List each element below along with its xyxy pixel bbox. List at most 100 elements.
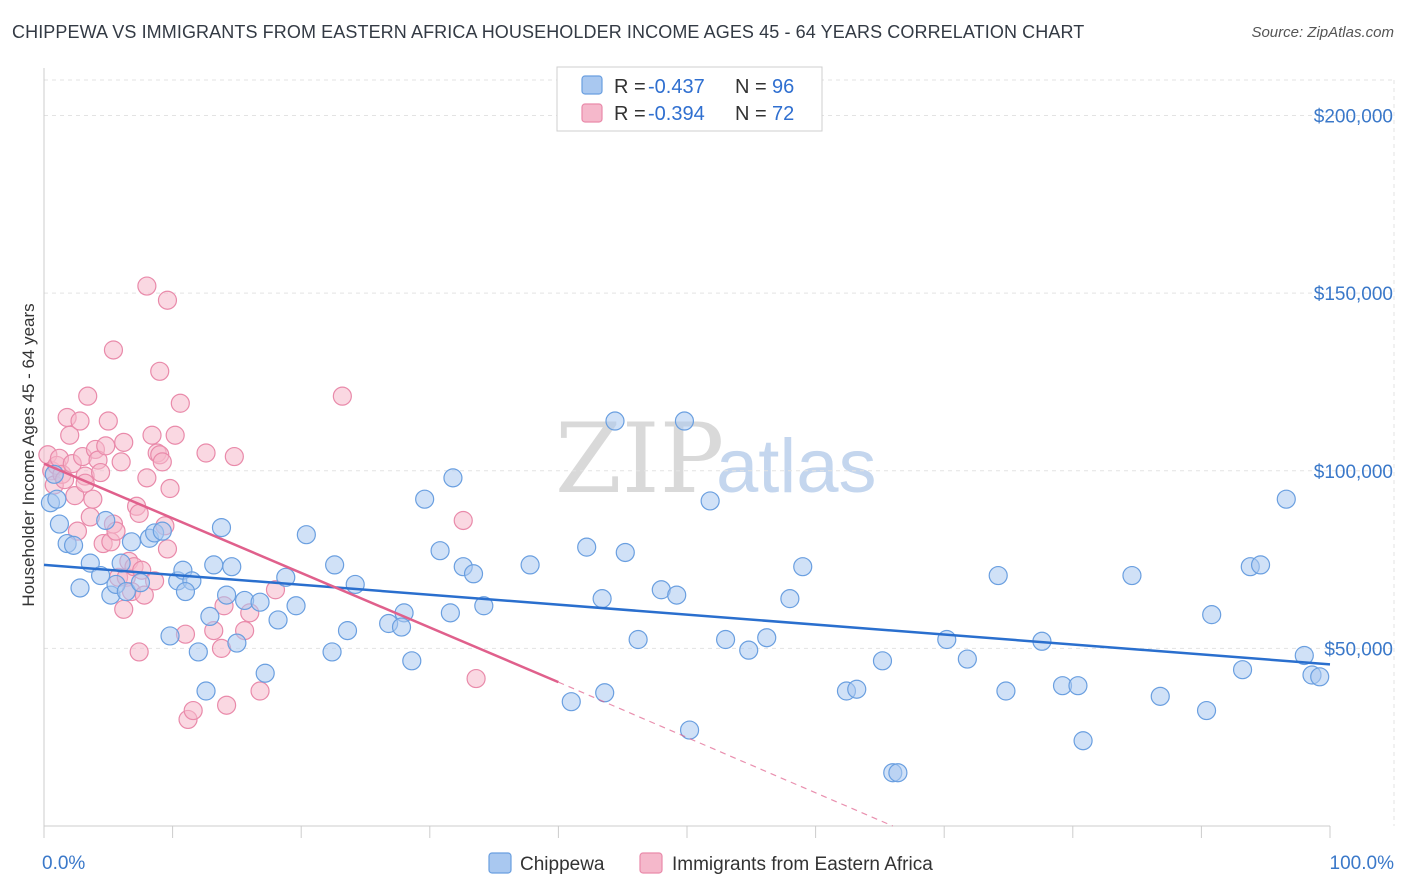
chippewa-point [204, 555, 224, 575]
chippewa-point [463, 564, 484, 584]
eastern-africa-point [224, 446, 244, 467]
chippewa-point [211, 517, 232, 538]
bottom-legend-swatch-chippewa [488, 852, 512, 874]
legend-swatch-chippewa [581, 75, 603, 95]
chippewa-point [888, 763, 908, 783]
chippewa-point [1276, 489, 1296, 509]
chippewa-point [1202, 605, 1222, 625]
chippewa-point [1294, 645, 1314, 666]
chippewa-point [337, 621, 358, 641]
chippewa-point [286, 596, 306, 616]
bottom-legend-label-eastern-africa: Immigrants from Eastern Africa [672, 854, 933, 875]
chippewa-point [276, 567, 296, 587]
eastern-africa-point [217, 695, 237, 715]
chippewa-point [415, 489, 435, 509]
eastern-africa-point [137, 276, 157, 296]
x-tick-labels: 0.0% 100.0% [42, 853, 1394, 874]
chippewa-point [1310, 667, 1330, 687]
series-legend: Chippewa Immigrants from Eastern Africa [488, 852, 933, 875]
eastern-africa-point [183, 700, 203, 721]
chippewa-point [793, 557, 813, 577]
trend-line-chippewa [43, 563, 1331, 666]
eastern-africa-point [150, 361, 170, 381]
chippewa-point [715, 629, 736, 650]
chippewa-point [217, 585, 237, 605]
chippewa-point [111, 553, 131, 573]
watermark-atlas: atlas [716, 424, 877, 509]
legend-swatch-eastern-africa [581, 103, 603, 123]
chippewa-point [250, 592, 270, 612]
eastern-africa-point [332, 386, 352, 406]
chippewa-point [1196, 700, 1217, 721]
chippewa-point [130, 573, 151, 593]
y-tick-labels: $50,000 $100,000 $150,000 $200,000 [1314, 107, 1393, 661]
trend-line-eastern-africa-extension [558, 681, 893, 827]
chippewa-point [520, 555, 540, 575]
eastern-africa-point [142, 425, 162, 445]
chippewa-point [90, 565, 111, 586]
chippewa-point [227, 633, 247, 653]
chippewa-point [443, 468, 463, 488]
chippewa-point [49, 514, 70, 534]
chippewa-point [592, 589, 612, 609]
trend-lines [43, 462, 1331, 827]
source-credit: Source: ZipAtlas.com [1251, 24, 1394, 41]
chippewa-point [577, 537, 597, 557]
chippewa-point [196, 681, 216, 701]
chippewa-point [988, 565, 1008, 586]
eastern-africa-point [65, 486, 85, 506]
eastern-africa-point [96, 436, 116, 456]
y-tick-label: $50,000 [1324, 639, 1393, 660]
eastern-africa-point [170, 393, 190, 413]
eastern-africa-point [160, 478, 180, 499]
eastern-africa-point [453, 510, 473, 531]
chippewa-point [440, 603, 460, 623]
legend-n-value-chippewa: 96 [772, 76, 794, 98]
eastern-africa-point [152, 452, 172, 472]
x-tick-label: 100.0% [1330, 853, 1395, 874]
legend-n-label-eastern-africa: N = [735, 103, 767, 125]
chippewa-point [63, 535, 84, 555]
eastern-africa-point [196, 443, 216, 463]
eastern-africa-point [70, 411, 90, 431]
chippewa-point [674, 411, 695, 431]
chippewa-point [561, 692, 581, 712]
eastern-africa-point [165, 425, 185, 445]
chippewa-point [1122, 565, 1142, 586]
eastern-africa-point [60, 425, 80, 445]
x-tick-label: 0.0% [42, 853, 85, 874]
y-axis-label: Householder Income Ages 45 - 64 years [19, 303, 38, 606]
chippewa-point [222, 557, 242, 577]
eastern-africa-point [90, 462, 111, 483]
chippewa-point [996, 681, 1016, 701]
chippewa-point [1232, 660, 1253, 680]
eastern-africa-point [103, 340, 124, 360]
eastern-africa-point [265, 580, 286, 600]
bottom-legend-label-chippewa: Chippewa [520, 854, 605, 875]
legend-n-label-chippewa: N = [735, 76, 767, 98]
eastern-africa-point [137, 468, 157, 488]
y-tick-label: $150,000 [1314, 284, 1393, 305]
chippewa-point [121, 532, 142, 552]
chippewa-point [96, 510, 116, 531]
chippewa-point [780, 589, 800, 609]
legend-r-value-eastern-africa: -0.394 [648, 103, 705, 125]
chippewa-point [160, 626, 180, 646]
chippewa-point [402, 651, 422, 671]
chippewa-point [268, 610, 288, 630]
chippewa-point [296, 525, 316, 545]
chippewa-point [322, 642, 342, 662]
chippewa-point [757, 628, 777, 648]
chippewa-point [200, 606, 220, 627]
legend-n-value-eastern-africa: 72 [772, 103, 794, 125]
trend-line-eastern-africa [43, 462, 559, 684]
y-tick-label: $200,000 [1314, 107, 1393, 128]
chippewa-point [595, 683, 615, 703]
chippewa-point [1068, 676, 1088, 696]
eastern-africa-point [129, 642, 149, 662]
chippewa-point [47, 489, 67, 509]
chippewa-point [615, 542, 635, 563]
legend-r-value-chippewa: -0.437 [648, 76, 705, 98]
correlation-legend: R = -0.437 N = 96 R = -0.394 N = 72 [556, 66, 823, 132]
